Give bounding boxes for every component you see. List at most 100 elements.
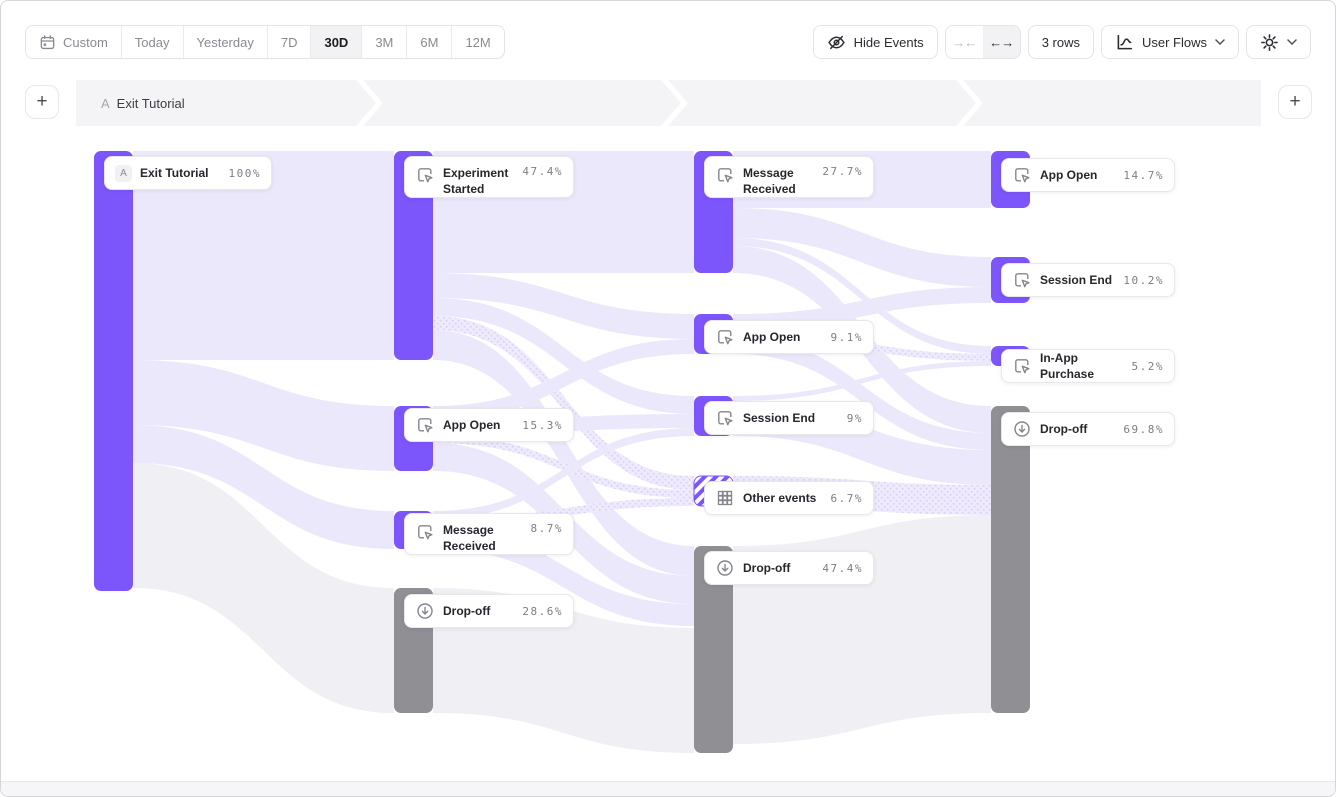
- flow-node-card-se3[interactable]: Session End 10.2%: [1001, 263, 1175, 297]
- flow-node-bar-do2[interactable]: [694, 546, 733, 753]
- step-header-row: + A Exit Tutorial +: [1, 80, 1335, 126]
- node-percentage: 47.4%: [522, 165, 563, 178]
- node-label: App Open: [1040, 167, 1098, 182]
- event-icon: [415, 165, 435, 185]
- node-percentage: 14.7%: [1123, 168, 1164, 182]
- gear-icon: [1260, 33, 1279, 52]
- step-chevron-band[interactable]: [76, 80, 1261, 126]
- node-label: Message Received: [743, 166, 796, 197]
- flow-node-card-ao1[interactable]: App Open 15.3%: [404, 408, 574, 442]
- date-range-30d[interactable]: 30D: [310, 26, 362, 58]
- node-label: Session End: [743, 410, 816, 425]
- flow-node-card-mr2[interactable]: Message Received 27.7%: [704, 156, 874, 199]
- view-type-label: User Flows: [1141, 34, 1207, 50]
- hide-events-button[interactable]: Hide Events: [812, 25, 938, 59]
- horizontal-scrollbar-track[interactable]: [1, 781, 1335, 796]
- step-letter: A: [101, 95, 110, 111]
- flow-link-es-se2[interactable]: [433, 298, 694, 414]
- date-range-custom[interactable]: Custom: [26, 26, 121, 58]
- flow-node-card-oe2[interactable]: Other events 6.7%: [704, 481, 874, 515]
- flow-link-es-do2[interactable]: [433, 330, 694, 576]
- node-percentage: 100%: [228, 166, 261, 180]
- date-range-7d[interactable]: 7D: [266, 26, 311, 58]
- flow-link-do2-do3[interactable]: [733, 515, 991, 744]
- flow-link-es-oe2[interactable]: [433, 316, 694, 490]
- settings-dropdown[interactable]: [1246, 25, 1311, 59]
- node-percentage: 28.6%: [522, 604, 563, 618]
- date-range-12m[interactable]: 12M: [451, 26, 503, 58]
- toolbar-right: Hide Events →← ←→ 3 rows User Flows: [812, 25, 1311, 59]
- flow-link-mr2-se3[interactable]: [733, 208, 991, 287]
- flow-link-ao1-oe2[interactable]: [433, 435, 694, 498]
- node-percentage: 9%: [846, 411, 863, 425]
- flow-link-se2-ia3[interactable]: [733, 361, 991, 401]
- date-range-label: Today: [134, 34, 170, 50]
- calendar-icon: [39, 34, 56, 51]
- date-range-label: 7D: [280, 34, 298, 50]
- toolbar: Custom Today Yesterday 7D 30D 3M 6M 12M Hide Ev…: [25, 25, 1311, 59]
- event-icon: [715, 408, 735, 428]
- drop-off-icon: [715, 558, 735, 578]
- node-percentage: 15.3%: [522, 418, 563, 432]
- flow-link-ao2-do3[interactable]: [733, 337, 991, 450]
- collapse-columns-button[interactable]: →←: [952, 34, 977, 50]
- flow-link-exit-mr1[interactable]: [133, 425, 394, 549]
- view-type-dropdown[interactable]: User Flows: [1100, 25, 1239, 59]
- flow-link-exit-ao1[interactable]: [133, 360, 394, 471]
- chart-icon: [1115, 33, 1134, 52]
- add-step-left-button[interactable]: +: [25, 85, 59, 119]
- flow-node-card-ao3[interactable]: App Open 14.7%: [1001, 158, 1175, 192]
- flow-link-do1-do2[interactable]: [433, 588, 694, 753]
- date-range-today[interactable]: Today: [120, 26, 183, 58]
- eye-off-icon: [827, 33, 846, 52]
- node-percentage: 9.1%: [830, 330, 863, 344]
- drop-off-icon: [415, 601, 435, 621]
- flow-node-bar-es[interactable]: [394, 151, 433, 360]
- grid-icon: [715, 488, 735, 508]
- flow-link-ao2-se3[interactable]: [733, 287, 991, 330]
- add-step-right-button[interactable]: +: [1278, 85, 1312, 119]
- hide-events-label: Hide Events: [853, 34, 924, 50]
- flow-node-card-do2[interactable]: Drop-off 47.4%: [704, 551, 874, 585]
- flow-node-card-ao2[interactable]: App Open 9.1%: [704, 320, 874, 354]
- event-icon: [1012, 356, 1032, 376]
- date-range-label: Custom: [63, 34, 108, 50]
- node-label: In-App Purchase: [1040, 350, 1095, 381]
- node-label: Drop-off: [1040, 421, 1088, 436]
- flow-node-card-se2[interactable]: Session End 9%: [704, 401, 874, 435]
- node-percentage: 47.4%: [822, 561, 863, 575]
- flow-node-bar-exit[interactable]: [94, 151, 133, 591]
- step-title: Exit Tutorial: [116, 95, 185, 111]
- date-range-6m[interactable]: 6M: [406, 26, 451, 58]
- flow-node-card-exit[interactable]: A Exit Tutorial 100%: [104, 156, 272, 190]
- flow-node-card-mr1[interactable]: Message Received 8.7%: [404, 513, 574, 556]
- event-icon: [415, 415, 435, 435]
- expand-columns-button[interactable]: ←→: [982, 26, 1020, 58]
- node-label: Drop-off: [443, 603, 491, 618]
- flow-link-mr2-ia3[interactable]: [733, 238, 991, 354]
- column-width-segmented-control: →← ←→: [944, 25, 1021, 59]
- event-icon: [715, 165, 735, 185]
- flow-link-exit-es[interactable]: [133, 151, 394, 360]
- flow-link-es-ao2[interactable]: [433, 273, 694, 339]
- date-range-label: 30D: [324, 34, 349, 50]
- flow-node-card-do1[interactable]: Drop-off 28.6%: [404, 594, 574, 628]
- date-range-3m[interactable]: 3M: [361, 26, 406, 58]
- chevron-down-icon: [1215, 39, 1225, 45]
- flow-node-card-es[interactable]: Experiment Started 47.4%: [404, 156, 574, 199]
- flow-node-bar-do3[interactable]: [991, 406, 1030, 713]
- step-a-label[interactable]: A Exit Tutorial: [101, 80, 185, 126]
- node-percentage: 10.2%: [1123, 273, 1164, 287]
- flow-node-card-do3[interactable]: Drop-off 69.8%: [1001, 412, 1175, 446]
- event-icon: [715, 327, 735, 347]
- rows-button[interactable]: 3 rows: [1027, 25, 1094, 59]
- date-range-label: Yesterday: [196, 34, 254, 50]
- node-percentage: 6.7%: [830, 491, 863, 505]
- flow-link-exit-do1[interactable]: [133, 463, 394, 713]
- flow-link-mr1-se2[interactable]: [433, 428, 694, 519]
- flow-link-ao1-ao2[interactable]: [433, 339, 694, 421]
- date-range-yesterday[interactable]: Yesterday: [182, 26, 267, 58]
- date-range-label: 3M: [375, 34, 394, 50]
- flow-node-card-ia3[interactable]: In-App Purchase 5.2%: [1001, 349, 1175, 383]
